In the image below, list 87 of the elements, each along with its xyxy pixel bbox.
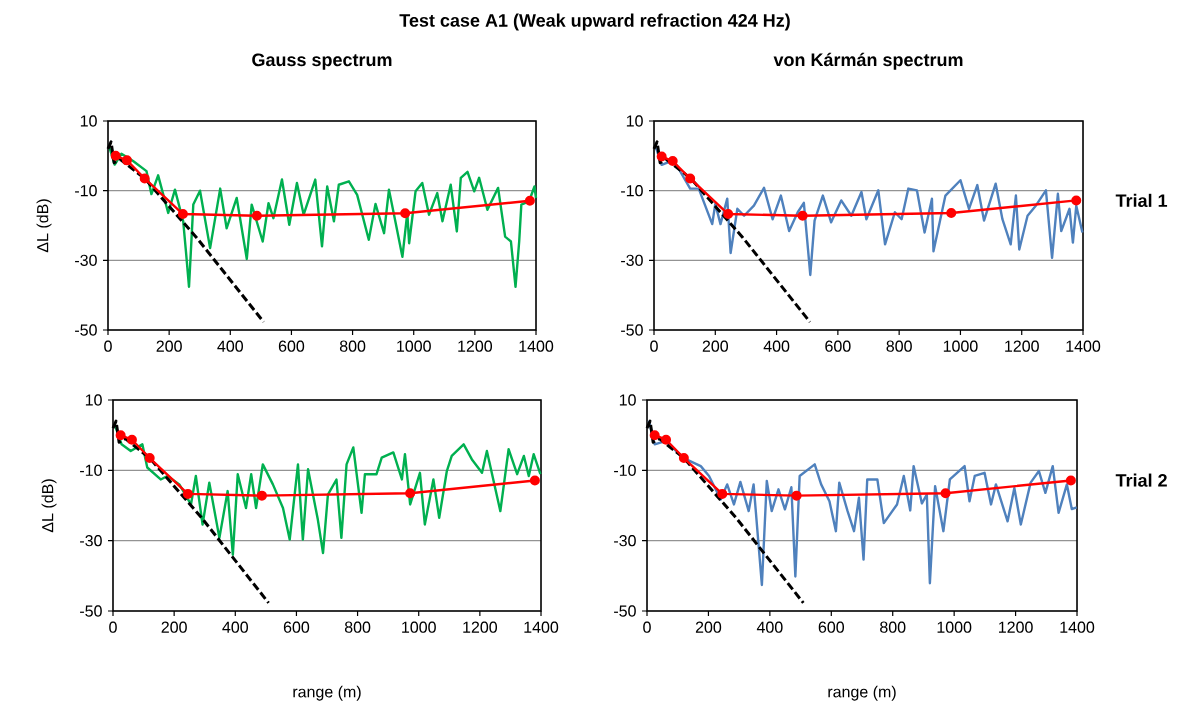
x-tick-label: 600 (818, 621, 845, 633)
point (661, 434, 672, 445)
x-tick-label: 400 (222, 621, 249, 633)
x-tick-label: 1400 (1060, 621, 1095, 633)
x-tick-label: 200 (161, 621, 187, 633)
point (115, 430, 126, 441)
x-tick-label: 0 (643, 621, 651, 633)
x-tick-label: 1000 (943, 340, 978, 352)
x-tick-label: 800 (880, 621, 906, 633)
y-tick-label: -10 (75, 185, 97, 197)
x-axis-title: range (m) (293, 685, 361, 701)
x-tick-label: 1400 (524, 621, 559, 633)
y-tick-label: -10 (621, 185, 643, 197)
y-axis-title: ΔL (dB) (36, 199, 52, 253)
chart-subtitle: von Kármán spectrum (773, 52, 963, 70)
point (797, 210, 808, 221)
y-tick-label: 10 (626, 115, 643, 127)
point (1065, 475, 1076, 486)
x-tick-label: 1400 (1066, 340, 1101, 352)
x-tick-label: 0 (650, 340, 658, 352)
y-tick-label: -30 (621, 254, 643, 266)
point (144, 453, 155, 464)
y-tick-label: -50 (80, 605, 102, 617)
y-tick-label: -30 (75, 254, 97, 266)
point (685, 173, 696, 184)
point (251, 210, 262, 221)
y-tick-label: -50 (614, 605, 636, 617)
point (405, 488, 416, 499)
point (678, 453, 689, 464)
y-tick-label: 10 (619, 394, 636, 406)
x-tick-label: 200 (695, 621, 722, 633)
y-tick-label: -10 (614, 464, 636, 476)
point (1071, 195, 1082, 206)
y-tick-label: -10 (80, 464, 102, 476)
x-tick-label: 1000 (937, 621, 972, 633)
point (656, 151, 667, 162)
x-tick-label: 600 (278, 340, 305, 352)
x-tick-label: 800 (344, 621, 371, 633)
point (139, 173, 150, 184)
x-tick-label: 400 (763, 340, 790, 352)
x-tick-label: 1400 (519, 340, 554, 352)
x-tick-label: 0 (109, 621, 117, 633)
point (256, 490, 267, 501)
point (667, 156, 678, 167)
text: Trial 1 (1115, 193, 1168, 208)
y-tick-label: 10 (85, 394, 102, 406)
y-tick-label: -50 (75, 324, 97, 336)
y-tick-label: -30 (80, 535, 102, 547)
point (110, 150, 121, 161)
point (121, 155, 132, 166)
point (400, 208, 411, 219)
point (940, 488, 951, 499)
point (946, 207, 957, 218)
point (177, 209, 188, 219)
x-tick-label: 0 (104, 340, 112, 352)
x-tick-label: 200 (156, 340, 182, 352)
x-tick-label: 600 (825, 340, 851, 352)
line-series (654, 146, 1084, 277)
point (126, 434, 137, 445)
x-tick-label: 800 (886, 340, 912, 352)
x-tick-label: 1200 (458, 340, 493, 352)
point (723, 209, 734, 219)
y-tick-label: 10 (80, 115, 97, 127)
text: Trial 2 (1115, 473, 1167, 487)
y-axis-title: ΔL (dB) (41, 479, 57, 533)
chart-subtitle: Gauss spectrum (252, 53, 392, 70)
point (791, 490, 802, 501)
point (182, 488, 193, 499)
x-tick-label: 200 (702, 340, 729, 352)
line-series (108, 146, 538, 288)
x-axis-title: range (m) (828, 685, 896, 701)
x-tick-label: 1200 (1005, 340, 1039, 352)
x-tick-label: 1200 (999, 621, 1033, 633)
point (529, 475, 540, 486)
x-tick-label: 1200 (463, 621, 498, 633)
text: Test case A1 (Weak upward refraction 424 Hz) (399, 13, 790, 31)
y-tick-label: -50 (621, 324, 643, 336)
x-tick-label: 400 (217, 340, 244, 352)
x-tick-label: 1000 (397, 340, 431, 352)
x-tick-label: 800 (339, 340, 366, 352)
point (717, 488, 728, 499)
x-tick-label: 1000 (402, 621, 436, 633)
point (649, 430, 660, 441)
x-tick-label: 600 (283, 621, 310, 633)
point (524, 195, 535, 206)
x-tick-label: 400 (756, 621, 783, 633)
y-tick-label: -30 (614, 535, 636, 547)
